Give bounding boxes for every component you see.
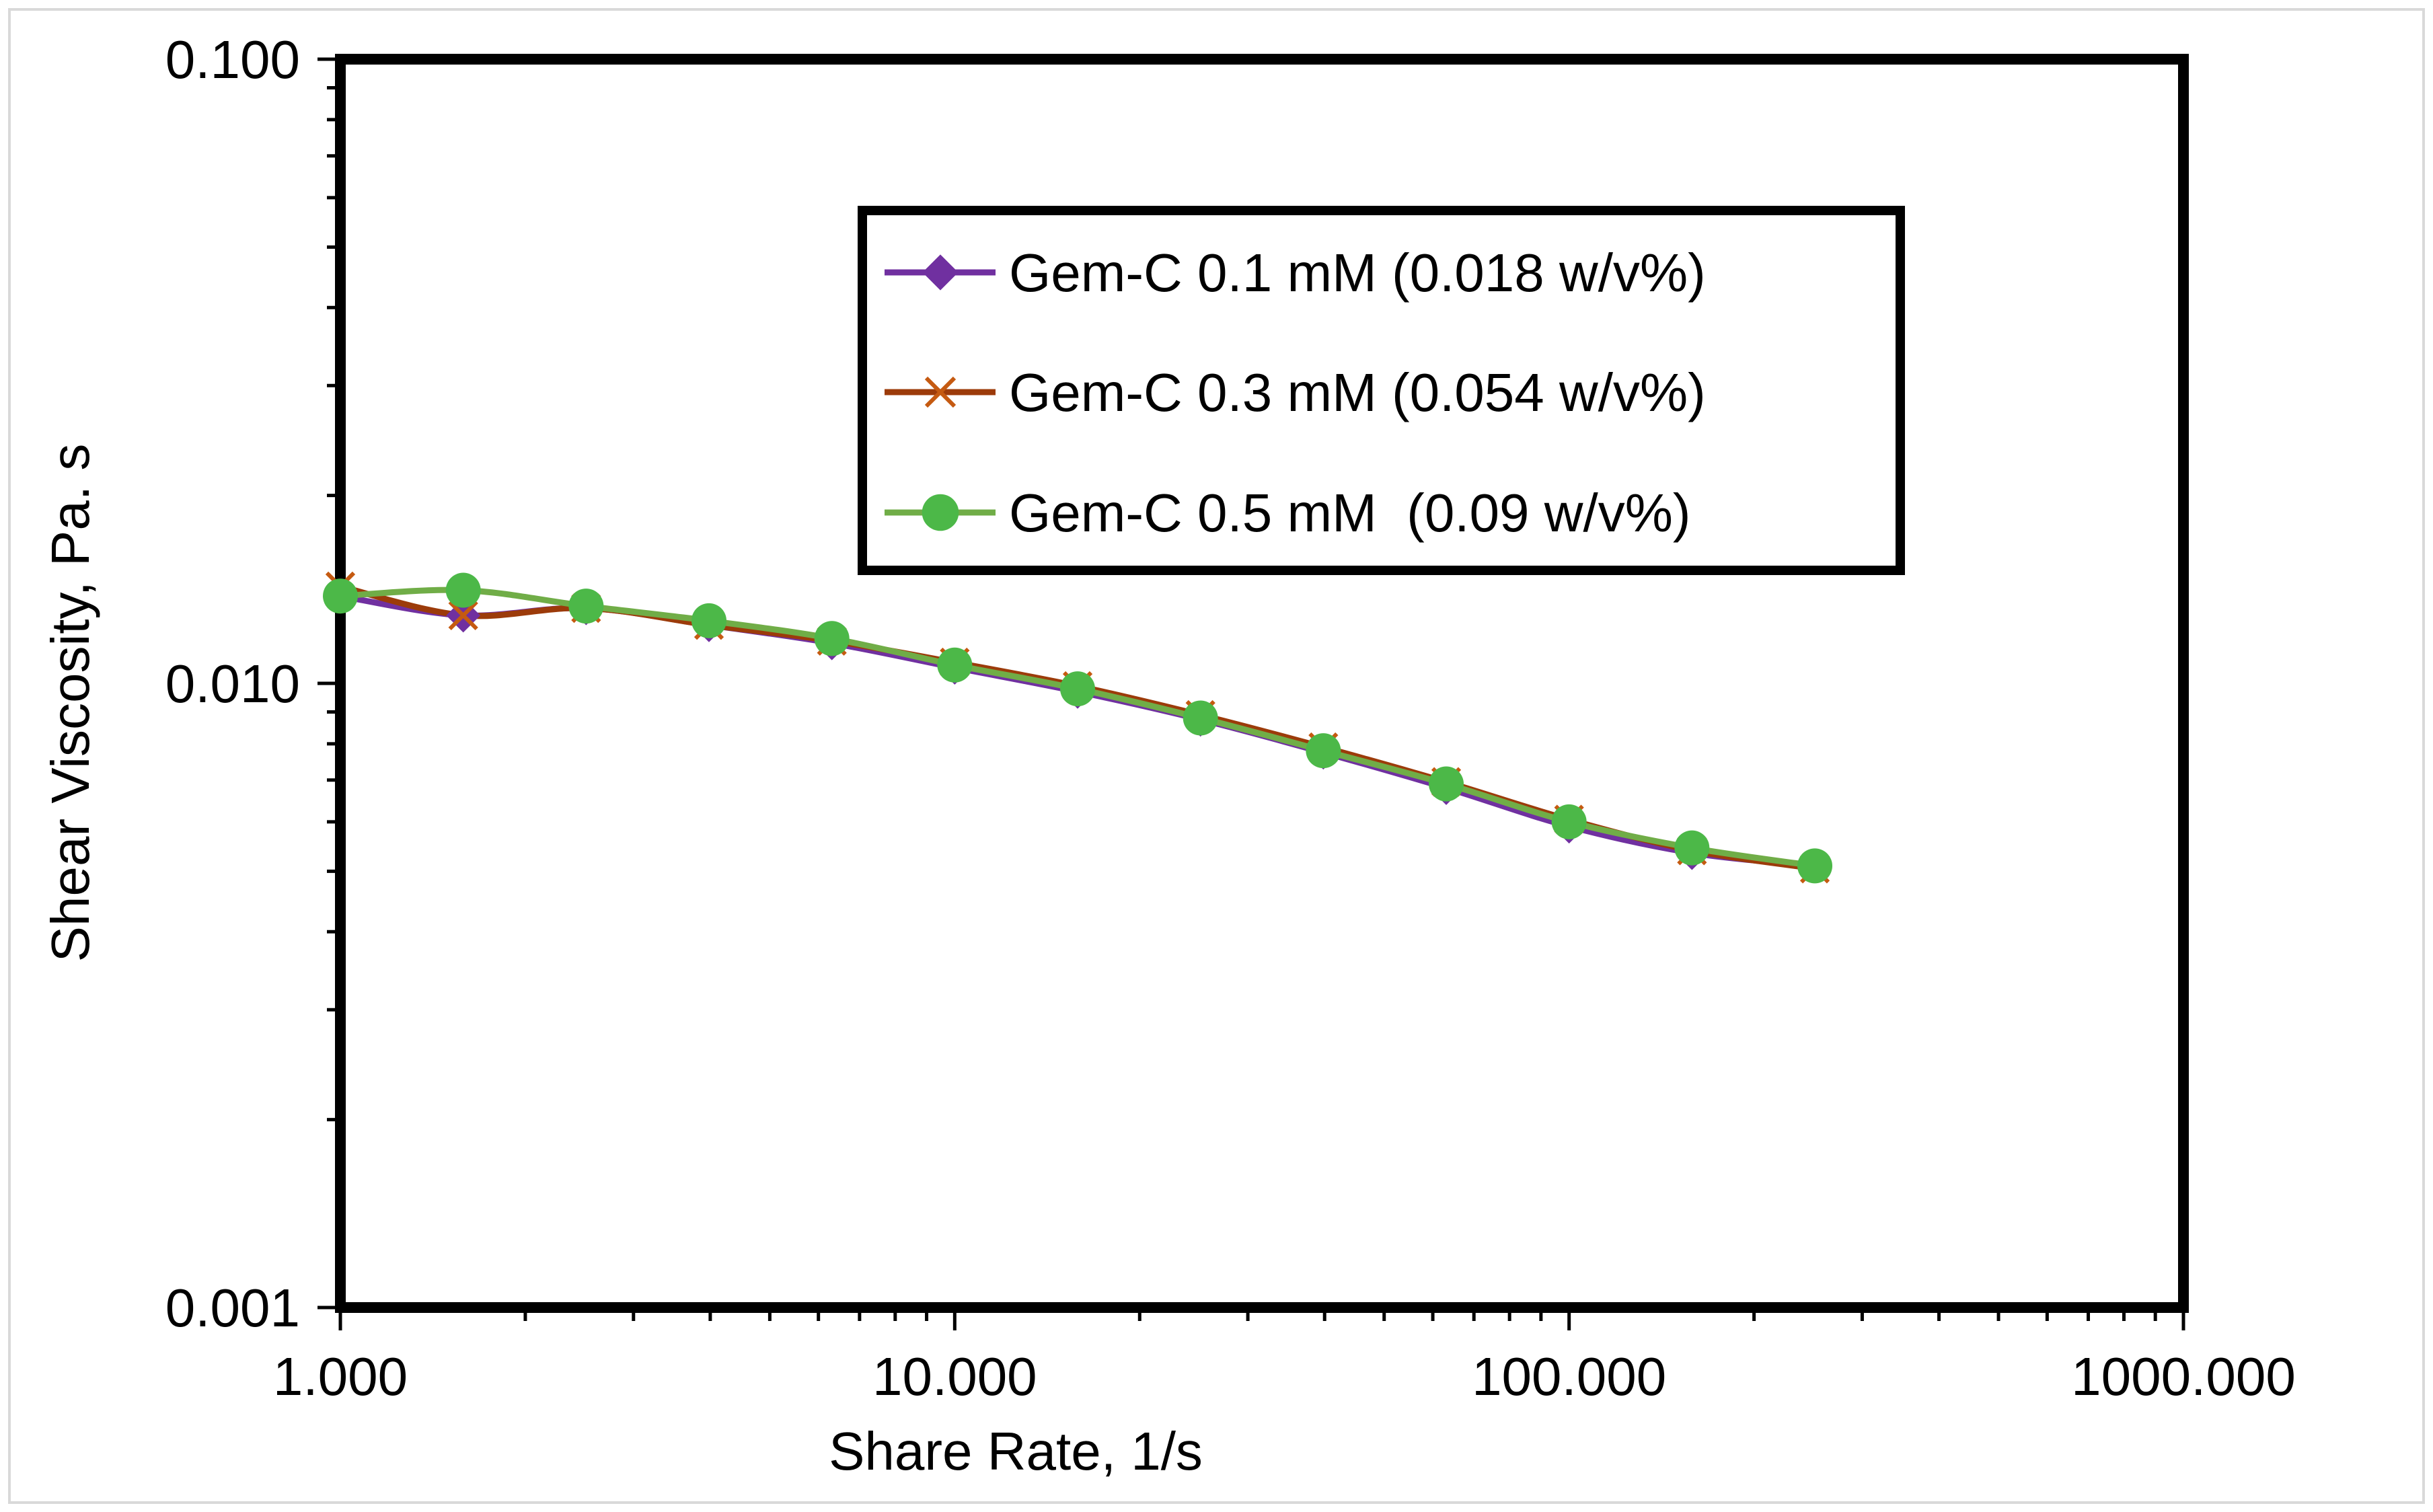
legend-item: Gem-C 0.3 mM (0.054 w/v%) (885, 363, 1706, 422)
data-point-series-3 (1551, 804, 1587, 839)
data-point-series-3 (323, 578, 358, 614)
y-tick-label: 0.001 (165, 1278, 300, 1338)
x-tick-label: 100.000 (1472, 1347, 1666, 1406)
series-markers (323, 571, 1833, 884)
data-point-series-3 (1306, 733, 1341, 769)
x-tick-label: 10.000 (872, 1347, 1037, 1406)
data-point-series-3 (814, 621, 850, 656)
legend-label: Gem-C 0.3 mM (0.054 w/v%) (1009, 363, 1706, 422)
data-point-series-2 (448, 600, 478, 631)
data-point-series-3 (1060, 671, 1096, 707)
x-axis-ticks (338, 1308, 2185, 1330)
data-point-series-3 (1674, 830, 1710, 866)
legend-item: Gem-C 0.1 mM (0.018 w/v%) (885, 243, 1706, 303)
data-point-series-3 (1797, 848, 1833, 884)
y-tick-label: 0.100 (165, 30, 300, 89)
legend-marker (924, 376, 957, 408)
legend-marker (922, 254, 959, 291)
y-tick-label: 0.010 (165, 654, 300, 714)
legend-label: Gem-C 0.5 mM (0.09 w/v%) (1009, 483, 1691, 543)
x-tick-label: 1000.000 (2071, 1347, 2296, 1406)
legend-item: Gem-C 0.5 mM (0.09 w/v%) (885, 483, 1691, 543)
legend-box (858, 206, 1905, 575)
data-point-series-3 (1183, 700, 1218, 736)
data-point-series-3 (691, 603, 726, 638)
y-axis-ticks (317, 57, 340, 1310)
data-point-series-3 (445, 572, 481, 608)
legend-marker (922, 494, 959, 531)
x-axis-tick-labels: 1.000 10.000 100.000 1000.000 (273, 1347, 2296, 1406)
legend-label: Gem-C 0.1 mM (0.018 w/v%) (1009, 243, 1706, 303)
data-point-series-3 (1429, 766, 1464, 802)
y-axis-title: Shear Viscosity, Pa. s (40, 444, 100, 962)
x-tick-label: 1.000 (273, 1347, 408, 1406)
data-point-series-3 (937, 647, 973, 683)
y-axis-tick-labels: 0.001 0.010 0.100 (165, 30, 300, 1338)
x-axis-title: Share Rate, 1/s (829, 1421, 1203, 1481)
data-point-series-3 (568, 589, 604, 624)
legend: Gem-C 0.1 mM (0.018 w/v%) Gem-C 0.3 mM (0… (858, 206, 1905, 575)
